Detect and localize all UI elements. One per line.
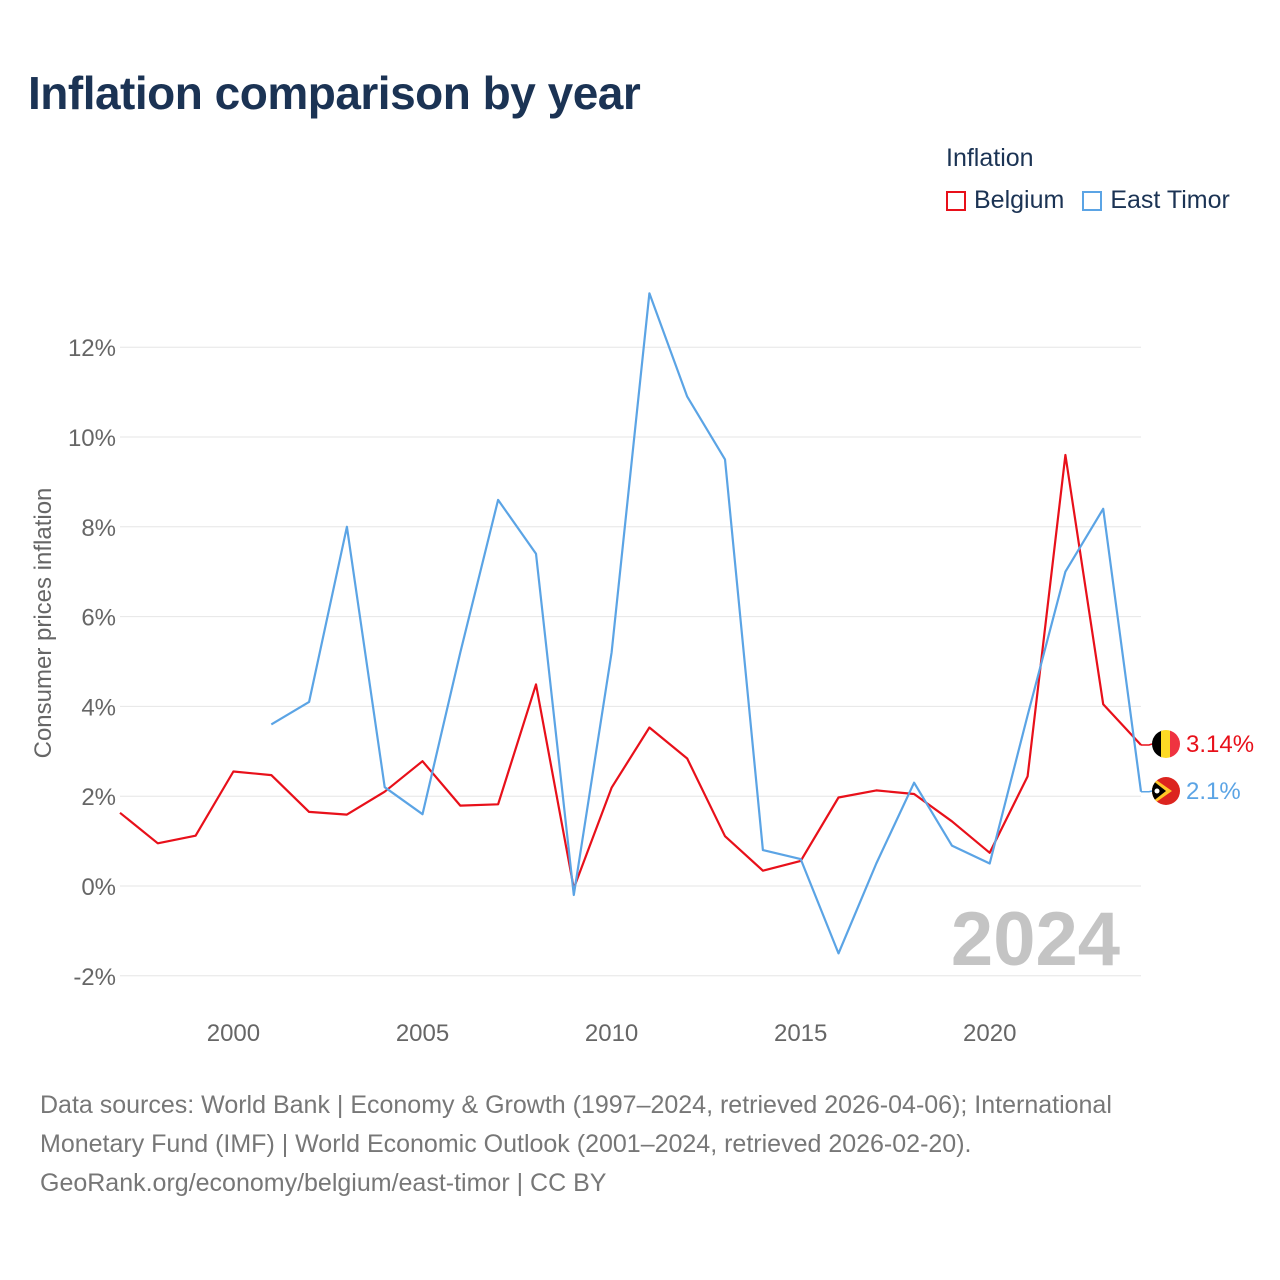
- x-axis-ticks: 2000 2005 2010 2015 2020: [207, 1020, 1017, 1047]
- footer-sources-line-2: Monetary Fund (IMF) | World Economic Out…: [40, 1130, 972, 1158]
- footer-sources-line-1: Data sources: World Bank | Economy & Gro…: [40, 1091, 1112, 1119]
- y-tick-label: 12%: [68, 335, 116, 362]
- legend: Belgium East Timor: [946, 186, 1230, 215]
- y-tick-label: 0%: [81, 874, 116, 901]
- x-tick-label: 2005: [396, 1020, 449, 1047]
- legend-label-east-timor: East Timor: [1110, 186, 1230, 214]
- footer-credit-line: GeoRank.org/economy/belgium/east-timor |…: [40, 1169, 607, 1197]
- series-line-east-timor: [270, 292, 1143, 955]
- east-timor-flag-icon: [1152, 777, 1180, 805]
- y-tick-label: 6%: [81, 605, 116, 632]
- y-tick-label: 4%: [81, 694, 116, 721]
- series-line-belgium: [119, 453, 1142, 890]
- east-timor-end-label: 2.1%: [1186, 778, 1241, 805]
- belgium-flag-icon: [1152, 730, 1180, 758]
- gridlines: [120, 346, 1141, 977]
- x-tick-label: 2020: [963, 1020, 1016, 1047]
- x-tick-label: 2000: [207, 1020, 260, 1047]
- y-tick-label: -2%: [73, 964, 116, 991]
- x-tick-label: 2015: [774, 1020, 827, 1047]
- legend-swatch-belgium: [946, 190, 966, 211]
- end-connector-belgium: [1141, 743, 1153, 746]
- end-connector-east-timor: [1141, 790, 1153, 793]
- y-tick-label: 10%: [68, 425, 116, 452]
- x-tick-label: 2010: [585, 1020, 638, 1047]
- chart-title: Inflation comparison by year: [28, 67, 641, 119]
- y-tick-label: 8%: [81, 515, 116, 542]
- y-tick-label: 2%: [81, 784, 116, 811]
- line-chart: -2% 0% 2% 4% 6% 8% 10% 12% 2000 2005 2010 2015 2020…: [30, 292, 1254, 1047]
- legend-item-east-timor[interactable]: East Timor: [1082, 186, 1230, 215]
- footer: Data sources: World Bank | Economy & Gro…: [40, 1086, 1220, 1203]
- y-axis-label: Consumer prices inflation: [30, 488, 57, 759]
- belgium-end-label: 3.14%: [1186, 731, 1254, 758]
- year-watermark: 2024: [951, 897, 1120, 982]
- legend-item-belgium[interactable]: Belgium: [946, 186, 1064, 215]
- series-lines: [119, 292, 1153, 955]
- legend-label-belgium: Belgium: [974, 186, 1065, 214]
- legend-swatch-east-timor: [1082, 190, 1103, 211]
- end-markers: 3.14% 2.1%: [1152, 730, 1254, 805]
- legend-title: Inflation: [946, 144, 1034, 172]
- y-axis-ticks: -2% 0% 2% 4% 6% 8% 10% 12%: [68, 335, 116, 991]
